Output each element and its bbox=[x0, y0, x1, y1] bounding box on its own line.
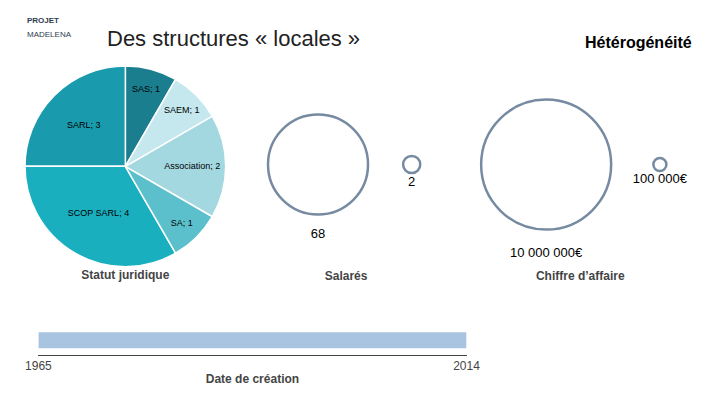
svg-text:10 000 000€: 10 000 000€ bbox=[510, 245, 583, 260]
svg-text:68: 68 bbox=[311, 226, 325, 241]
svg-text:Statut juridique: Statut juridique bbox=[81, 268, 169, 282]
svg-text:SARL; 3: SARL; 3 bbox=[67, 120, 101, 130]
svg-text:Association; 2: Association; 2 bbox=[164, 161, 220, 171]
svg-text:100 000€: 100 000€ bbox=[633, 171, 688, 186]
svg-text:Chiffre d’affaire: Chiffre d’affaire bbox=[536, 269, 625, 283]
svg-text:SA; 1: SA; 1 bbox=[171, 218, 193, 228]
svg-text:2: 2 bbox=[408, 174, 415, 189]
svg-text:Salarés: Salarés bbox=[325, 269, 368, 283]
svg-text:PROJET: PROJET bbox=[27, 16, 59, 25]
svg-text:2014: 2014 bbox=[453, 359, 480, 373]
svg-text:Date de création: Date de création bbox=[206, 372, 299, 386]
svg-text:Des structures « locales »: Des structures « locales » bbox=[107, 26, 360, 51]
svg-text:MADELENA: MADELENA bbox=[27, 30, 72, 39]
svg-text:SAEM; 1: SAEM; 1 bbox=[164, 105, 200, 115]
svg-text:SAS; 1: SAS; 1 bbox=[132, 84, 160, 94]
svg-text:SCOP SARL; 4: SCOP SARL; 4 bbox=[68, 208, 129, 218]
svg-text:Hétérogénéité: Hétérogénéité bbox=[585, 34, 692, 51]
svg-text:1965: 1965 bbox=[25, 359, 52, 373]
